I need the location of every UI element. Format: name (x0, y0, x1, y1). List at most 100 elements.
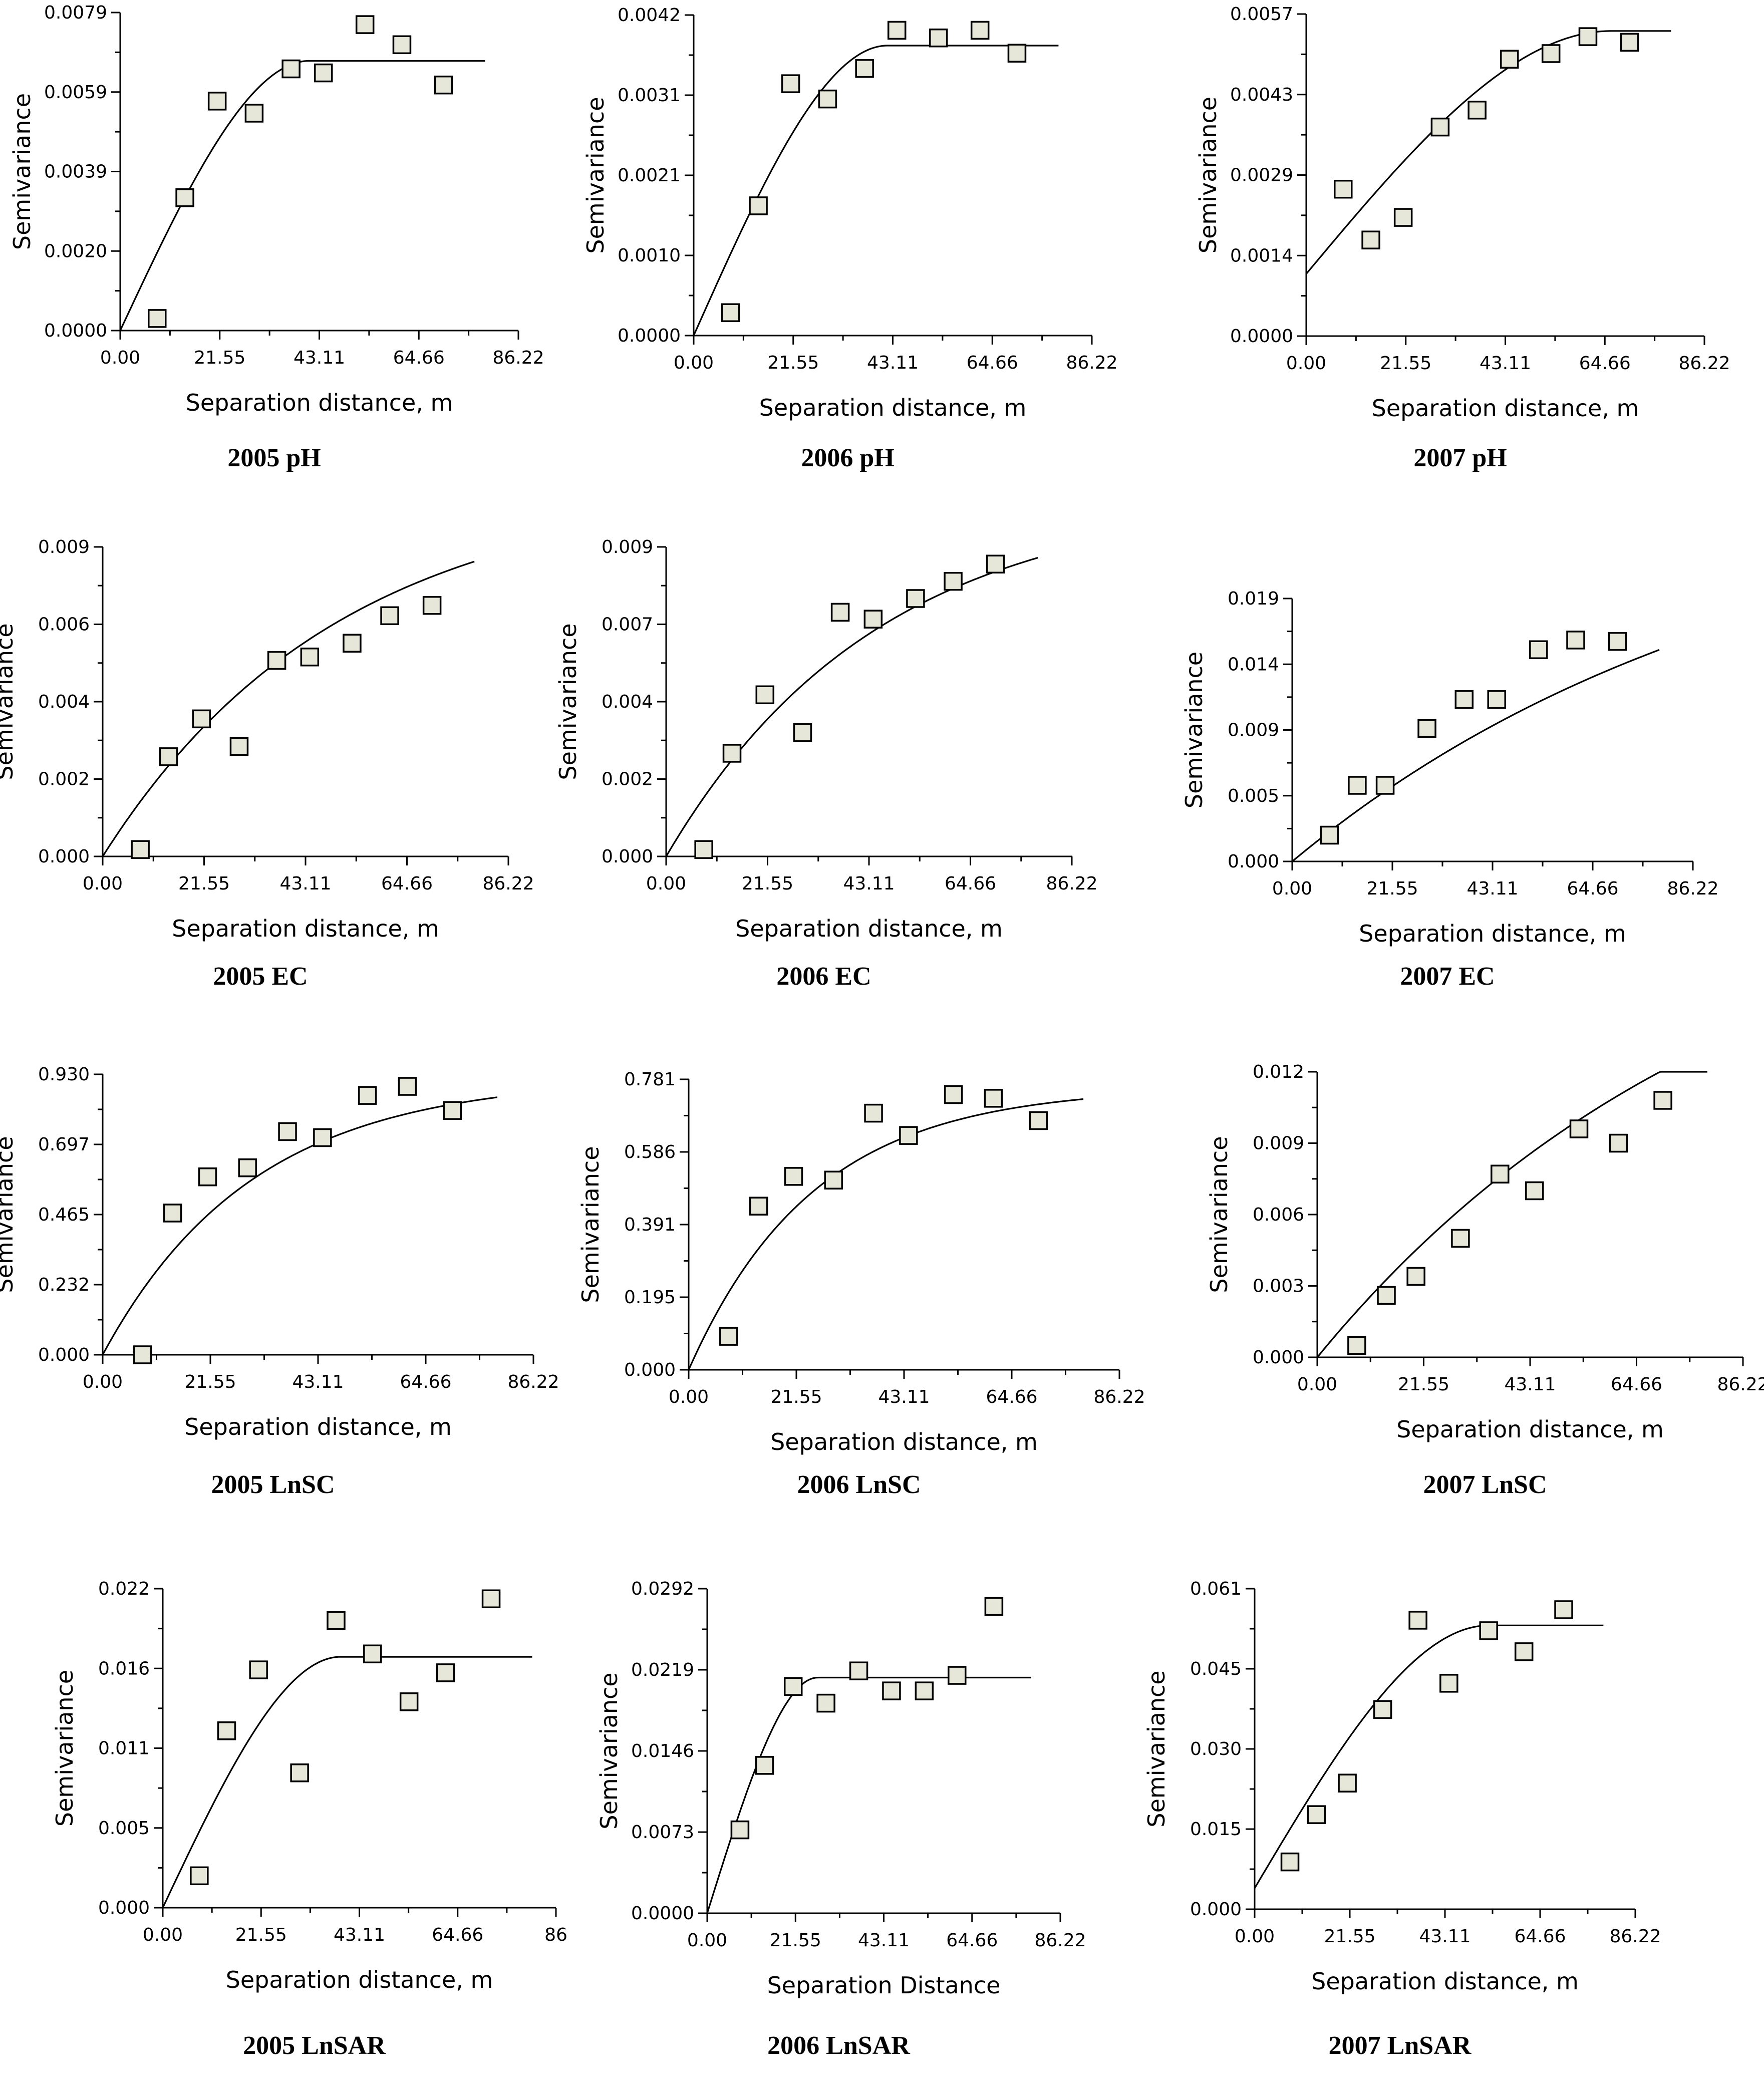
semivariogram-panel: 0.00 21.55 43.11 64.66 86.22 0.000 0.002 0.004 0… (546, 532, 1102, 1012)
semivariogram-plot: 0.00 21.55 43.11 64.66 86.22 0.0000 0.0010 0.00… (582, 5, 1118, 421)
panel-caption: 2006 pH (801, 444, 895, 472)
semivariance-point (755, 1756, 774, 1775)
semivariogram-panel: 0.00 21.55 43.11 64.66 86.22 0.0000 0.0020 0.00… (0, 0, 548, 493)
semivariance-point (882, 1681, 901, 1700)
y-tick-label: 0.009 (38, 537, 90, 557)
semivariance-point (300, 647, 320, 667)
semivariance-point (217, 1721, 236, 1740)
x-tick-label: 21.55 (178, 873, 230, 894)
semivariance-point (1653, 1091, 1672, 1110)
semivariance-point (1280, 1852, 1300, 1872)
y-tick-label: 0.465 (38, 1205, 90, 1225)
semivariance-point (133, 1345, 152, 1364)
semivariogram-plot: 0.00 21.55 43.11 64.66 86.22 0.000 0.003 0.006 0… (1206, 1062, 1764, 1443)
x-tick-label: 0.00 (674, 353, 714, 373)
y-tick-label: 0.000 (1190, 1899, 1242, 1920)
semivariance-point (1491, 1164, 1510, 1183)
y-tick-label: 0.0000 (618, 326, 681, 346)
panel-caption: 2007 EC (1400, 962, 1495, 991)
panel-caption: 2007 LnSC (1423, 1470, 1547, 1499)
y-tick-label: 0.000 (1253, 1347, 1304, 1368)
y-tick-label: 0.004 (38, 692, 90, 712)
x-tick-label: 64.66 (945, 873, 996, 894)
semivariance-point (434, 75, 453, 95)
y-axis-title: Semivariance (0, 623, 18, 780)
y-tick-label: 0.0020 (44, 241, 107, 261)
x-tick-label: 64.66 (393, 348, 445, 368)
semivariance-point (1320, 825, 1339, 845)
y-axis-title: Semivariance (596, 1672, 623, 1829)
x-axis-title: Separation distance, m (759, 394, 1027, 421)
semivariance-point (249, 1660, 268, 1679)
y-axis-title: Semivariance (9, 93, 36, 250)
x-axis-title: Separation distance, m (1359, 920, 1626, 947)
y-tick-label: 0.000 (624, 1360, 676, 1380)
x-tick-label: 86.22 (1678, 353, 1730, 374)
semivariance-point (929, 28, 948, 48)
semivariance-point (229, 737, 249, 756)
panel-caption: 2005 pH (227, 444, 321, 472)
x-tick-label: 0.00 (1286, 353, 1326, 374)
x-tick-label: 0.00 (1297, 1374, 1337, 1395)
semivariance-point (1454, 690, 1474, 709)
y-tick-label: 0.0010 (618, 245, 681, 266)
semivariance-point (443, 1101, 462, 1120)
semivariance-point (721, 303, 740, 323)
semivariance-point (1578, 27, 1598, 46)
semivariance-point (163, 1204, 182, 1223)
semivariance-point (749, 196, 768, 215)
y-tick-label: 0.697 (38, 1134, 90, 1155)
semivariance-point (159, 747, 178, 766)
y-axis-title: Semivariance (554, 623, 581, 780)
x-tick-label: 21.55 (742, 873, 793, 894)
fitted-model-curve (706, 1676, 1031, 1914)
x-tick-label: 43.11 (1504, 1374, 1556, 1395)
y-tick-label: 0.0000 (631, 1903, 694, 1924)
fitted-model-curve (1305, 30, 1671, 274)
y-axis-title: Semivariance (1143, 1670, 1170, 1827)
semivariogram-panel: 0.00 21.55 43.11 64.66 86.22 0.0000 0.0073 0.01… (587, 1574, 1090, 2081)
semivariance-point (1375, 776, 1395, 795)
y-tick-label: 0.030 (1190, 1739, 1242, 1759)
semivariance-point (392, 35, 412, 55)
y-tick-label: 0.004 (602, 692, 653, 712)
x-tick-label: 0.00 (100, 348, 140, 368)
x-tick-label: 86.22 (482, 873, 534, 894)
semivariogram-panel: 0.00 21.55 43.11 64.66 86.22 0.0000 0.0010 0.00… (573, 0, 1122, 493)
fitted-model-curve (162, 1656, 532, 1908)
x-tick-label: 43.11 (858, 1930, 910, 1951)
semivariogram-panel: 0.00 21.55 43.11 64.66 86.22 0.000 0.195 0.391 0… (568, 1064, 1149, 1520)
y-tick-label: 0.016 (98, 1658, 150, 1679)
semivariance-point (1430, 117, 1450, 137)
y-tick-label: 0.781 (624, 1069, 676, 1090)
semivariance-point (783, 1677, 803, 1696)
semivariance-point (278, 1122, 297, 1141)
y-axis-title: Semivariance (577, 1146, 604, 1303)
x-tick-label: 0.00 (687, 1930, 727, 1951)
semivariance-point (1417, 719, 1436, 738)
y-tick-label: 0.000 (98, 1898, 150, 1918)
semivariance-point (327, 1611, 346, 1630)
x-tick-label: 64.66 (967, 353, 1018, 373)
semivariance-point (1361, 230, 1380, 249)
semivariance-point (481, 1589, 501, 1609)
y-tick-label: 0.014 (1228, 654, 1279, 675)
semivariance-point (864, 1103, 883, 1123)
semivariance-point (749, 1197, 768, 1216)
semivariance-point (313, 1128, 332, 1147)
semivariogram-plot: 0.00 21.55 43.11 64.66 86.22 0.000 0.005 0.009 0… (1181, 588, 1719, 947)
x-tick-label: 21.55 (1380, 353, 1431, 374)
semivariogram-panel: 0.00 21.55 43.11 64.66 86.22 0.000 0.003 0.006 0… (1197, 1057, 1764, 1520)
semivariance-point (1408, 1611, 1427, 1630)
semivariogram-plot: 0.00 21.55 43.11 64.66 86.22 0.000 0.002 0.004 0… (554, 537, 1098, 942)
semivariance-point (198, 1167, 217, 1186)
fitted-model-curve (102, 1096, 498, 1355)
semivariance-point (192, 709, 211, 729)
x-tick-label: 0.00 (83, 873, 123, 894)
semivariance-point (1347, 1336, 1366, 1355)
semivariance-point (190, 1866, 209, 1886)
y-tick-label: 0.015 (1190, 1819, 1242, 1840)
semivariogram-plot: 0.00 21.55 43.11 64.66 86.22 0.0000 0.0014 0.00… (1195, 4, 1730, 422)
fitted-model-curve (119, 60, 485, 331)
semivariance-point (290, 1763, 309, 1782)
